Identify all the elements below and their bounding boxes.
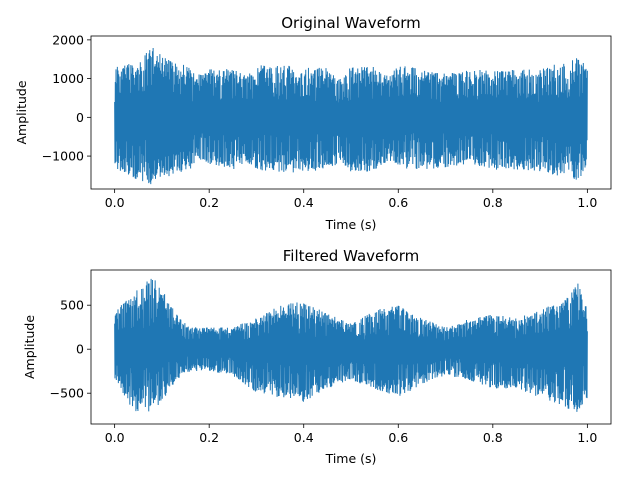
- x-tick-label: 0.2: [199, 430, 219, 445]
- y-tick-label: −500: [50, 386, 84, 401]
- x-tick-label: 0.0: [105, 195, 125, 210]
- x-tick-label: 0.0: [105, 430, 125, 445]
- axes-frame: [90, 269, 612, 425]
- x-tick-label: 0.8: [483, 430, 503, 445]
- y-tick-label: 2000: [52, 32, 84, 47]
- x-tick-label: 0.2: [199, 195, 219, 210]
- chart-title: Original Waveform: [281, 14, 421, 32]
- y-tick-label: −1000: [42, 149, 84, 164]
- chart-title: Filtered Waveform: [283, 247, 419, 265]
- x-axis-label: Time (s): [325, 451, 377, 466]
- y-axis-label: Amplitude: [14, 80, 29, 144]
- y-tick-label: 1000: [52, 71, 84, 86]
- x-tick-label: 0.6: [388, 195, 408, 210]
- x-tick-label: 0.8: [483, 195, 503, 210]
- y-tick-label: 0: [76, 110, 84, 125]
- x-tick-label: 0.6: [388, 430, 408, 445]
- chart-original: 0.0 0.2 0.4 0.6 0.8 1.0 −1000 0 1000 2000 Original…: [14, 14, 612, 232]
- x-tick-label: 1.0: [577, 195, 597, 210]
- x-axis-label: Time (s): [325, 217, 377, 232]
- y-tick-label: 500: [60, 298, 84, 313]
- y-axis-label: Amplitude: [22, 315, 37, 379]
- y-tick-label: 0: [76, 342, 84, 357]
- x-tick-label: 0.4: [294, 195, 314, 210]
- series-line: [114, 278, 588, 412]
- series-line: [114, 48, 588, 185]
- axes-frame: [90, 35, 612, 190]
- x-tick-label: 1.0: [577, 430, 597, 445]
- x-tick-label: 0.4: [294, 430, 314, 445]
- chart-filtered: 0.0 0.2 0.4 0.6 0.8 1.0 −500 0 500 Filtered Wavef…: [22, 247, 612, 466]
